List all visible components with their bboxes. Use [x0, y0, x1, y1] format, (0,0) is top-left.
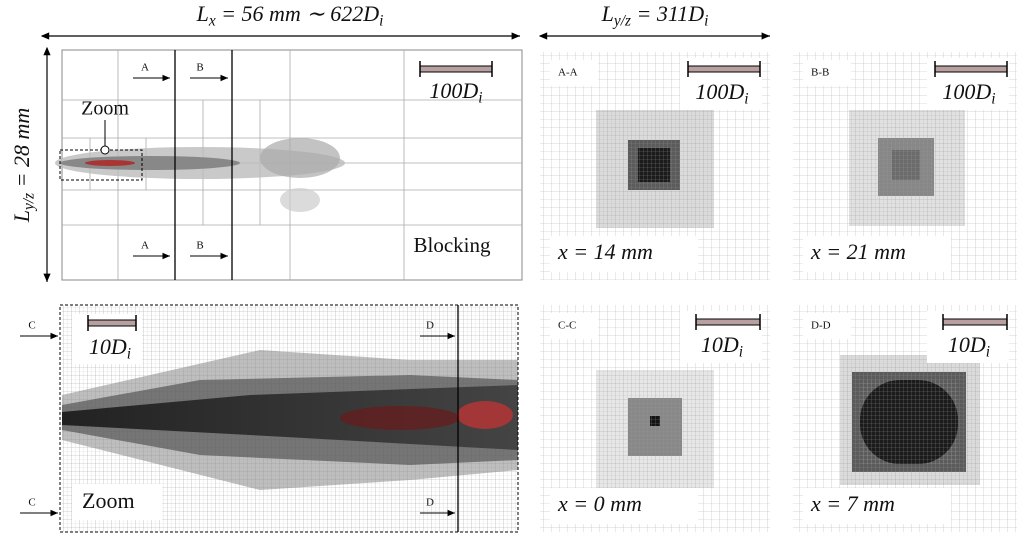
subscript: i [478, 89, 482, 106]
position-box [550, 488, 698, 524]
scale-label: 10Di [948, 332, 990, 360]
scale-bar [942, 318, 1008, 326]
subscript: i [127, 345, 131, 362]
cut-label: C [28, 320, 35, 332]
cut-label: A [141, 240, 149, 252]
zoom-label: Zoom [82, 488, 135, 513]
subscript: i [739, 343, 743, 360]
math-text: 100D [695, 79, 744, 104]
math-text: 10D [89, 334, 127, 359]
section-title: A-A [558, 67, 578, 79]
position-label: x = 0 mm [557, 491, 642, 516]
mesh-region [638, 148, 670, 182]
axis-label: Ly/z = 28 mm [9, 108, 37, 223]
subscript: i [744, 90, 748, 107]
math-text: x = 14 mm [557, 239, 653, 264]
subscript: i [991, 90, 995, 107]
cut-label: D [426, 320, 434, 332]
overview-panel [55, 49, 523, 281]
math-text: L [601, 1, 614, 26]
subscript: x [208, 12, 216, 29]
axis-label: Ly/z = 311Di [601, 1, 709, 29]
position-label: x = 7 mm [810, 491, 895, 516]
scale-label: 10Di [701, 332, 743, 360]
scale-label: 100Di [429, 78, 482, 106]
mesh-region [860, 380, 958, 464]
scale-label: 100Di [942, 79, 995, 107]
math-text: x = 0 mm [557, 491, 642, 516]
cut-label: B [196, 240, 203, 252]
mesh-region [650, 416, 660, 426]
math-text: x = 21 mm [810, 239, 906, 264]
zoom-label: Zoom [81, 98, 129, 120]
math-text: 100D [429, 78, 478, 103]
math-text: L [9, 210, 34, 223]
math-text: 10D [701, 332, 739, 357]
subscript: y/z [612, 12, 631, 29]
mesh-region [892, 150, 920, 180]
section-title: C-C [558, 320, 576, 332]
subscript: i [379, 12, 383, 29]
mesh-region [628, 398, 682, 456]
position-label: x = 14 mm [557, 239, 653, 264]
position-box [803, 236, 951, 272]
cut-label: C [28, 497, 35, 509]
blocking-label: Blocking [414, 233, 491, 257]
math-text: = 56 mm ∼ 622D [216, 1, 380, 26]
title-box [803, 313, 851, 339]
math-text: = 311D [631, 1, 704, 26]
axis-label: Lx = 56 mm ∼ 622Di [196, 1, 384, 29]
math-text: x = 7 mm [810, 491, 895, 516]
position-box [550, 236, 698, 272]
math-text: L [196, 1, 209, 26]
scale-label: 100Di [695, 79, 748, 107]
section-title: D-D [811, 320, 831, 332]
zoom-panel [20, 304, 519, 533]
cut-label: B [196, 62, 203, 74]
scale-bar [687, 65, 761, 73]
math-text: 10D [948, 332, 986, 357]
cut-label: A [141, 62, 149, 74]
math-text: = 28 mm [9, 108, 34, 193]
scale-label: 10Di [89, 334, 131, 362]
position-box [803, 488, 951, 524]
subscript: i [986, 343, 990, 360]
scale-bar [934, 65, 1008, 73]
title-box [803, 60, 851, 86]
position-label: x = 21 mm [810, 239, 906, 264]
cut-label: D [426, 497, 434, 509]
scale-bar [695, 318, 761, 326]
title-box [550, 313, 598, 339]
section-title: B-B [811, 67, 829, 79]
math-text: 100D [942, 79, 991, 104]
subscript: i [704, 12, 708, 29]
subscript: y/z [20, 193, 37, 212]
dimension-arrows [40, 32, 770, 282]
title-box [550, 60, 598, 86]
